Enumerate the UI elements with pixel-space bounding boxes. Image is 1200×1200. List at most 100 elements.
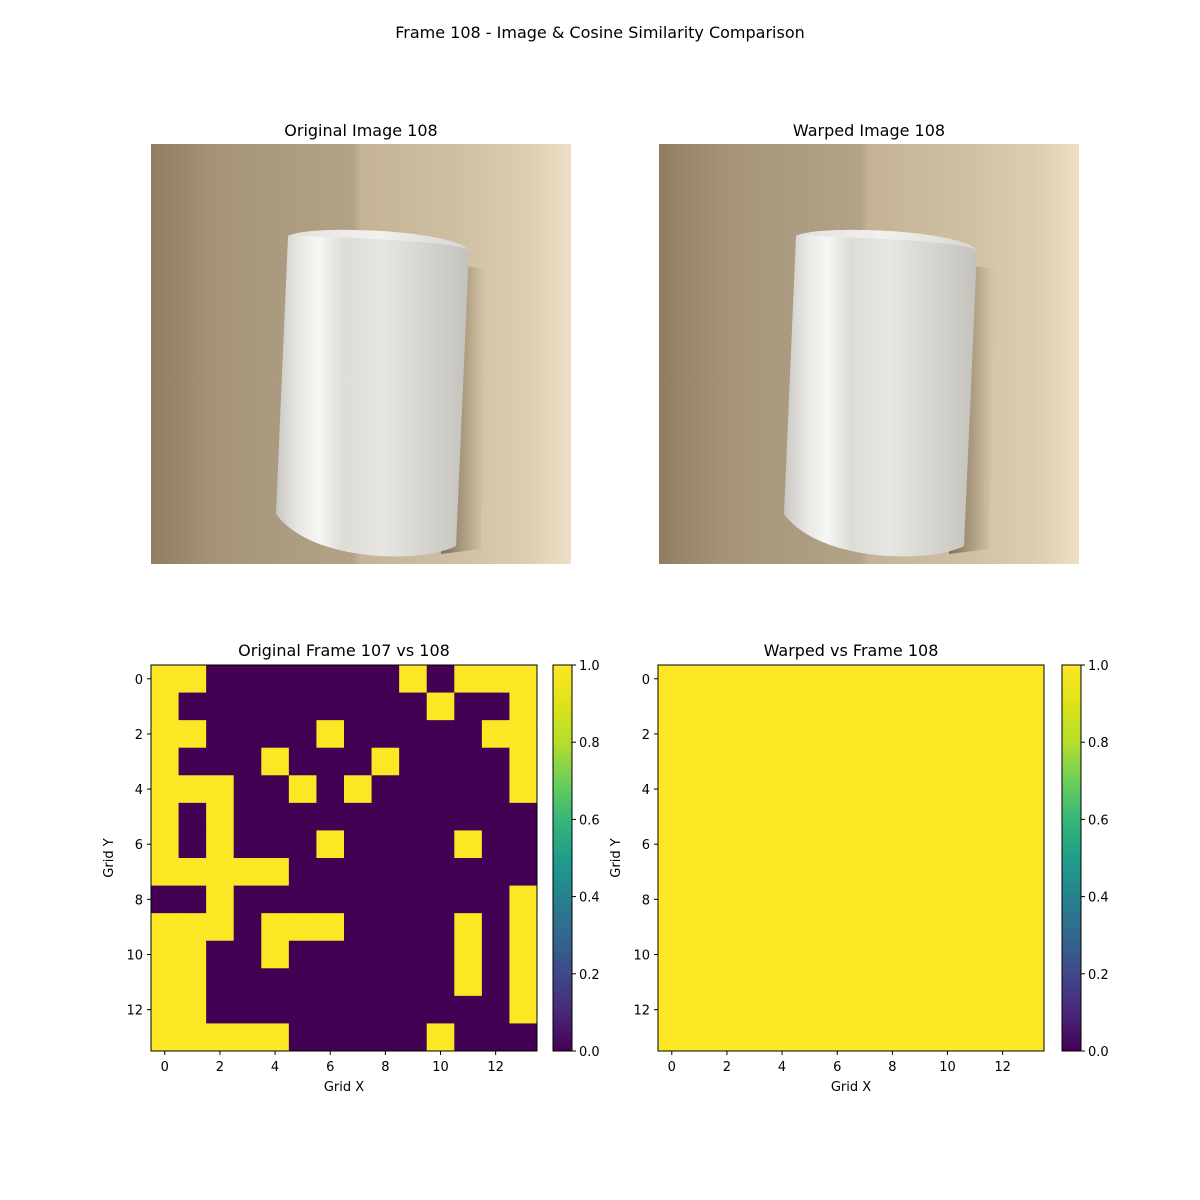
heatmap-cell	[178, 692, 207, 721]
cylinder-top	[796, 229, 977, 250]
heatmap-cell	[178, 995, 207, 1024]
y-tick-label: 4	[135, 783, 143, 798]
heatmap-cell	[906, 913, 935, 942]
y-axis-label: Grid Y	[609, 838, 624, 877]
heatmap-cell	[906, 775, 935, 804]
heatmap-cell	[288, 830, 317, 859]
heatmap-cell	[988, 747, 1017, 776]
heatmap-cell	[823, 885, 852, 914]
cylinder-top	[288, 229, 469, 250]
heatmap-cell	[823, 802, 852, 831]
heatmap-cell	[426, 1023, 455, 1052]
heatmap-cell	[151, 665, 179, 693]
heatmap-cell	[344, 858, 372, 886]
heatmap-cell	[206, 747, 235, 776]
heatmap-cell	[261, 665, 290, 693]
heatmap-cell	[658, 1023, 686, 1052]
heatmap-cell	[933, 830, 962, 859]
heatmap-cell	[961, 913, 990, 942]
heatmap-warped-frame: Warped vs Frame 108 0 2 4 6 8 10 12 0 2 4 6 8 10 12 Gri…	[609, 641, 1109, 1095]
heatmap-cell	[178, 968, 207, 997]
heatmap-cell	[740, 940, 769, 969]
heatmap-cell	[713, 940, 742, 969]
heatmap-cell	[658, 665, 686, 693]
x-tick-label: 12	[994, 1060, 1011, 1075]
heatmap-cell	[509, 968, 538, 997]
heatmap-cell	[906, 692, 935, 721]
heatmap-cell	[509, 692, 538, 721]
heatmap-cells	[151, 665, 538, 1052]
heatmap-cell	[961, 665, 990, 693]
heatmap-cell	[961, 858, 990, 886]
heatmap-cell	[509, 885, 538, 914]
colorbar-tick-label: 1.0	[1088, 659, 1109, 674]
x-tick-label: 0	[668, 1060, 676, 1075]
heatmap-cell	[713, 720, 742, 749]
heatmap-cell	[399, 913, 428, 942]
heatmap-cell	[878, 940, 907, 969]
heatmap-cell	[933, 747, 962, 776]
heatmap-cell	[481, 665, 510, 693]
heatmap-cell	[1016, 885, 1045, 914]
heatmap-cell	[1016, 940, 1045, 969]
heatmap-cell	[713, 802, 742, 831]
heatmap-cell	[151, 995, 179, 1024]
y-tick-label: 10	[126, 949, 143, 964]
heatmap-cell	[233, 802, 262, 831]
heatmap-cell	[933, 665, 962, 693]
heatmap-cell	[454, 665, 483, 693]
heatmap-cell	[906, 995, 935, 1024]
heatmap-cell	[344, 1023, 372, 1052]
heatmap-cell	[685, 775, 714, 804]
heatmap-cell	[740, 775, 769, 804]
heatmap-cell	[1016, 802, 1045, 831]
heatmap-title: Warped vs Frame 108	[764, 641, 939, 660]
heatmap-cell	[371, 940, 400, 969]
colorbar-tick-label: 0.0	[1088, 1045, 1109, 1060]
y-tick-label: 12	[126, 1004, 143, 1019]
heatmap-cell	[151, 802, 179, 831]
heatmap-cell	[426, 747, 455, 776]
heatmap-cell	[768, 913, 797, 942]
heatmap-cell	[316, 775, 345, 804]
heatmap-cell	[906, 1023, 935, 1052]
heatmap-cell	[261, 692, 290, 721]
heatmap-cell	[658, 885, 686, 914]
heatmap-cell	[288, 940, 317, 969]
heatmap-cell	[371, 775, 400, 804]
heatmap-title: Original Frame 107 vs 108	[238, 641, 450, 660]
heatmap-cell	[151, 692, 179, 721]
heatmap-cell	[233, 665, 262, 693]
heatmap-cell	[1016, 775, 1045, 804]
heatmap-cell	[399, 802, 428, 831]
heatmap-cell	[233, 995, 262, 1024]
heatmap-cell	[481, 1023, 510, 1052]
heatmap-cell	[178, 1023, 207, 1052]
heatmap-cell	[906, 665, 935, 693]
heatmap-cell	[906, 720, 935, 749]
heatmap-cell	[713, 692, 742, 721]
heatmap-cell	[795, 913, 824, 942]
heatmap-cell	[261, 747, 290, 776]
heatmap-cell	[685, 940, 714, 969]
heatmap-cell	[713, 913, 742, 942]
heatmap-cell	[658, 968, 686, 997]
figure-title: Frame 108 - Image & Cosine Similarity Co…	[395, 23, 805, 42]
y-tick-label: 0	[135, 673, 143, 688]
heatmap-cell	[206, 775, 235, 804]
heatmap-cell	[399, 692, 428, 721]
heatmap-cell	[878, 995, 907, 1024]
heatmap-cell	[316, 802, 345, 831]
heatmap-cell	[344, 720, 372, 749]
heatmap-cell	[988, 830, 1017, 859]
heatmap-cell	[878, 720, 907, 749]
x-tick-label: 10	[432, 1060, 449, 1075]
heatmap-cell	[1016, 720, 1045, 749]
heatmap-cell	[961, 885, 990, 914]
heatmap-cell	[509, 995, 538, 1024]
heatmap-cell	[961, 720, 990, 749]
heatmap-cell	[316, 747, 345, 776]
heatmap-cell	[509, 1023, 538, 1052]
heatmap-cell	[740, 665, 769, 693]
colorbar-tick-label: 0.8	[1088, 736, 1109, 751]
